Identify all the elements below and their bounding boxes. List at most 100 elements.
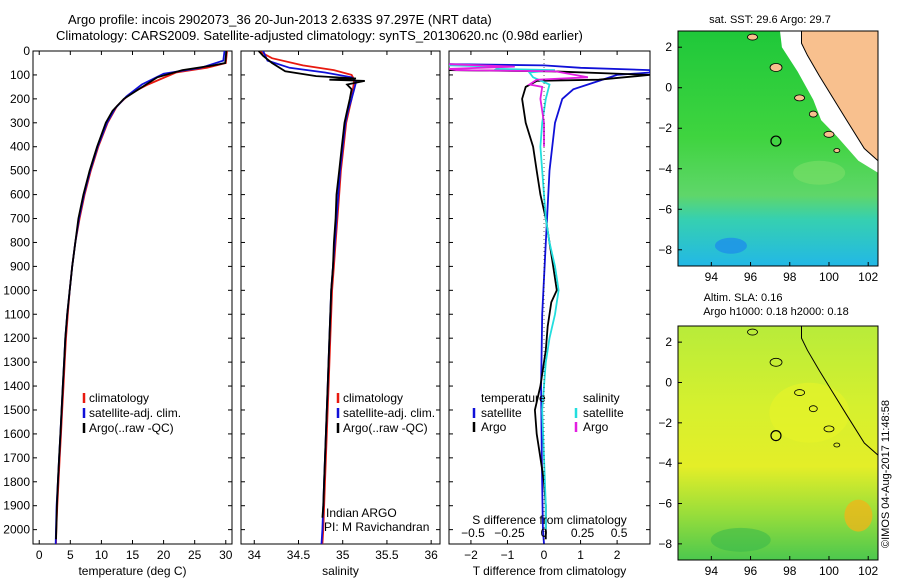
title-line-2: Climatology: CARS2009. Satellite-adjuste…	[56, 28, 583, 43]
sst-map-title: sat. SST: 29.6 Argo: 29.7	[709, 14, 831, 26]
sla_map-ytick-label: −4	[658, 456, 672, 470]
temperature-series-argo	[55, 51, 228, 540]
salinity-xtick-label: 35.5	[375, 548, 399, 562]
sst_map-ytick-label: −2	[658, 121, 672, 135]
sla_map-ytick-label: −6	[658, 497, 672, 511]
difference-s-tick-label: −0.5	[461, 526, 485, 540]
depth-tick-label: 1900	[3, 499, 30, 513]
difference-xtick-label: 0	[541, 548, 548, 562]
sst_map-cool-patch	[714, 237, 747, 254]
difference-legend-title: temperature	[481, 391, 546, 405]
sla_map-xtick-label: 102	[858, 564, 878, 578]
sst_map-island	[808, 110, 818, 118]
depth-tick-label: 1400	[3, 379, 30, 393]
sla_map-argo-location	[770, 429, 782, 442]
sla_map-xtick-label: 94	[705, 564, 719, 578]
depth-tick-label: 1200	[3, 331, 30, 345]
sst_map-xtick-label: 94	[705, 270, 719, 284]
depth-tick-label: 1100	[4, 307, 30, 321]
sla_map-island	[747, 328, 758, 336]
sst_map-island	[769, 63, 783, 72]
sla_map-island	[769, 357, 783, 367]
sla-map-subtitle: Argo h1000: 0.18 h2000: 0.18	[703, 306, 849, 318]
salinity-xtick-label: 36	[424, 548, 438, 562]
temperature-xlabel: temperature (deg C)	[78, 564, 186, 578]
salinity-xtick-label: 34.5	[287, 548, 311, 562]
sla_map-ytick-label: 0	[665, 375, 672, 389]
difference-frame	[448, 50, 651, 545]
depth-tick-label: 1700	[3, 451, 30, 465]
sla_map-xtick-label: 96	[744, 564, 758, 578]
sst_map-warm-patch	[793, 160, 846, 185]
sla-map-title: Altim. SLA: 0.16	[704, 292, 783, 304]
salinity-legend-label: satellite-adj. clim.	[343, 406, 435, 420]
sla_map-island	[808, 405, 818, 413]
salinity-annotation: PI: M Ravichandran	[324, 520, 429, 534]
difference-legend-label: Argo	[583, 420, 609, 434]
difference-xtick-label: −2	[464, 548, 478, 562]
temperature-xtick-label: 25	[188, 548, 202, 562]
sla_map-ytick-label: −8	[658, 537, 672, 551]
temperature-legend-label: Argo(..raw -QC)	[89, 421, 174, 435]
sst_map-frame	[677, 30, 879, 267]
depth-tick-label: 300	[10, 116, 30, 130]
sla_map-xtick-label: 98	[783, 564, 797, 578]
sst_map-island	[823, 130, 835, 138]
sla_map-island	[794, 389, 805, 396]
temperature-legend-label: climatology	[89, 391, 149, 405]
sla_map-field	[678, 326, 878, 560]
sla_map-xtick-label: 100	[819, 564, 839, 578]
salinity-series-argo	[258, 51, 365, 518]
sla_map-ytick-label: 2	[665, 335, 672, 349]
depth-tick-label: 2000	[3, 523, 30, 537]
depth-tick-label: 1500	[3, 403, 30, 417]
salinity-frame	[240, 50, 441, 545]
sla_map-ytick-label: −2	[658, 416, 672, 430]
temperature-xtick-label: 30	[219, 548, 233, 562]
salinity-xtick-label: 34	[248, 548, 262, 562]
difference-s-label: S difference from climatology	[472, 513, 627, 527]
depth-tick-label: 0	[23, 44, 30, 58]
sst_map-argo-location	[770, 135, 782, 147]
depth-tick-label: 700	[10, 212, 30, 226]
difference-series-S-argo	[449, 63, 589, 147]
sla_map-low-patch	[710, 527, 771, 552]
sst_map-ytick-label: 0	[665, 81, 672, 95]
sst_map-xtick-label: 98	[783, 270, 797, 284]
temperature-legend-label: satellite-adj. clim.	[89, 406, 181, 420]
sla_map-island	[833, 442, 841, 448]
sst_map-ytick-label: −4	[658, 162, 672, 176]
sst_map-no-data-region	[780, 31, 878, 173]
depth-tick-label: 600	[10, 188, 30, 202]
sst_map-xtick-label: 102	[858, 270, 878, 284]
title-line-1: Argo profile: incois 2902073_36 20-Jun-2…	[68, 12, 492, 27]
sst_map-island	[833, 148, 841, 153]
difference-s-tick-label: 0.5	[611, 526, 628, 540]
difference-legend-label: Argo	[481, 420, 507, 434]
sst_map-ytick-label: −6	[658, 202, 672, 216]
depth-tick-label: 100	[10, 68, 30, 82]
sla_map-island	[823, 425, 835, 433]
sst_map-island	[747, 33, 758, 41]
salinity-legend-label: Argo(..raw -QC)	[343, 421, 428, 435]
sla_map-frame	[677, 325, 879, 561]
sst_map-island	[794, 94, 805, 102]
sst_map-ytick-label: −8	[658, 243, 672, 257]
salinity-xtick-label: 35	[336, 548, 350, 562]
sst_map-ytick-label: 2	[665, 40, 672, 54]
depth-tick-label: 200	[10, 92, 30, 106]
difference-xtick-label: 1	[577, 548, 584, 562]
difference-xtick-label: 2	[614, 548, 621, 562]
depth-tick-label: 1300	[3, 355, 30, 369]
difference-s-tick-label: 0	[541, 526, 548, 540]
temperature-frame	[32, 50, 233, 545]
difference-s-tick-label: 0.25	[571, 526, 595, 540]
temperature-xtick-label: 15	[126, 548, 140, 562]
sst_map-xtick-label: 100	[819, 270, 839, 284]
depth-tick-label: 900	[10, 259, 30, 273]
temperature-xtick-label: 20	[157, 548, 171, 562]
depth-tick-label: 1000	[3, 283, 30, 297]
depth-tick-label: 500	[10, 164, 30, 178]
sla_map-high-patch	[844, 499, 873, 532]
